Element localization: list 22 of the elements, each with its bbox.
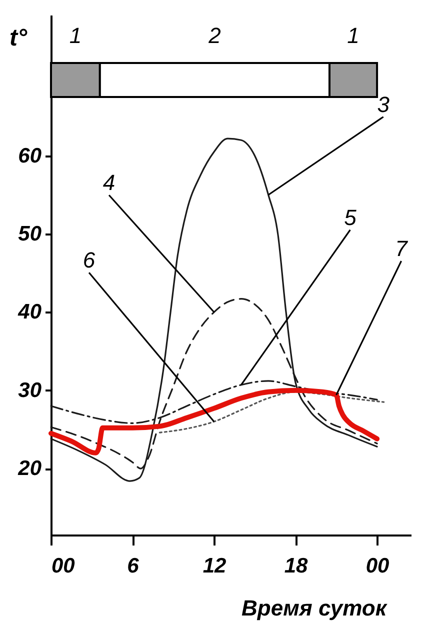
text: 4 <box>102 170 116 196</box>
y-tick-label: 60 <box>18 144 42 168</box>
y-tick-label: 50 <box>18 222 42 246</box>
text: 3 <box>377 92 390 117</box>
y-tick-label: 30 <box>18 378 42 402</box>
y-tick-label: 40 <box>17 300 42 324</box>
line-series <box>50 138 378 482</box>
x-tick-label: 00 <box>52 554 76 578</box>
text: 5 <box>344 204 358 230</box>
x-tick-label: 18 <box>284 554 308 578</box>
x-axis-title: Время суток <box>242 596 388 620</box>
x-tick-label: 00 <box>366 554 390 578</box>
band-label: 2 <box>208 23 221 48</box>
text: 6 <box>82 248 96 273</box>
y-tick-label: 20 <box>17 457 42 480</box>
band-label: 1 <box>347 23 360 48</box>
y-axis-title: t° <box>10 24 28 52</box>
x-tick-label: 12 <box>202 554 227 578</box>
text: 7 <box>395 236 408 262</box>
line-series <box>158 391 385 434</box>
band-label: 1 <box>69 23 82 48</box>
x-tick-label: 6 <box>127 554 140 578</box>
